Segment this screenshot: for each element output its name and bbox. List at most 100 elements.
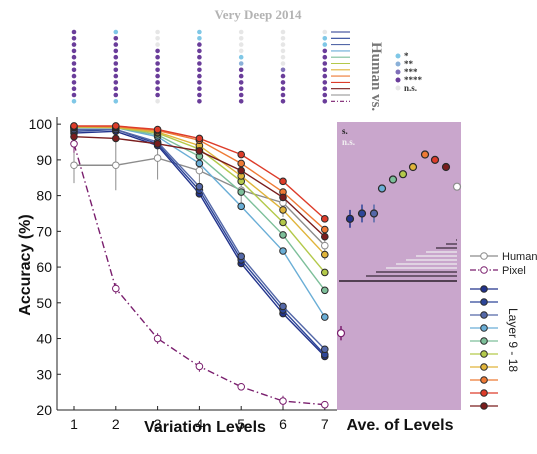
x-tick-label: 6 — [279, 416, 287, 432]
sig-dot — [113, 54, 119, 60]
y-tick-label: 40 — [36, 331, 52, 347]
legend-marker — [480, 337, 488, 345]
data-point — [195, 362, 204, 371]
legend-group-label: Layer 9 - 18 — [506, 308, 520, 372]
data-point — [279, 231, 287, 239]
x-axis-label: Variation Levels — [144, 419, 266, 436]
x-tick-label: 4 — [196, 416, 204, 432]
y-tick-label: 100 — [29, 116, 53, 132]
sig-dot — [280, 48, 286, 54]
sig-legend-dot — [395, 61, 401, 67]
sig-dot — [280, 29, 286, 35]
sig-label-ns: n.s. — [342, 137, 355, 147]
sig-dot — [155, 48, 160, 54]
data-point — [321, 215, 329, 223]
sig-dot — [280, 36, 286, 41]
sig-legend-dot — [395, 69, 401, 75]
sig-dot — [113, 99, 119, 104]
data-point — [112, 161, 120, 170]
sig-dot — [238, 42, 244, 47]
sig-dot — [322, 48, 328, 54]
legend-marker — [480, 311, 488, 319]
significance-dot-matrix — [71, 29, 350, 104]
legend: Human Pixel Layer 9 - 18 — [470, 251, 537, 410]
data-point — [321, 286, 329, 295]
sig-dot — [322, 86, 328, 91]
sig-dot — [238, 99, 244, 104]
data-point — [279, 193, 287, 202]
sig-dot — [322, 54, 328, 60]
sig-dot — [155, 54, 160, 60]
sig-dot — [197, 73, 202, 79]
sig-legend-label: * — [404, 51, 409, 61]
avg-marker — [420, 150, 430, 159]
sig-dot — [322, 61, 328, 66]
averages-panel: s.n.s. — [336, 126, 462, 341]
sig-dot — [71, 42, 77, 47]
legend-human: Human — [470, 251, 537, 263]
sig-dot — [155, 73, 160, 79]
data-point — [321, 241, 329, 250]
data-point — [279, 247, 287, 255]
sig-dot — [280, 42, 286, 47]
y-tick-label: 60 — [36, 259, 52, 275]
data-point — [279, 218, 287, 227]
series-lines — [70, 122, 329, 409]
data-point — [70, 161, 78, 170]
legend-layer-17 — [470, 389, 498, 397]
sig-dot — [280, 54, 286, 60]
sig-dot — [197, 80, 202, 85]
avg-marker — [398, 170, 408, 179]
sig-legend-label: n.s. — [404, 83, 417, 93]
data-point — [279, 397, 287, 405]
data-point — [112, 134, 120, 143]
data-point — [70, 132, 78, 141]
sig-dot — [155, 99, 160, 104]
y-tick-label: 20 — [36, 402, 52, 418]
data-point — [321, 345, 329, 354]
legend-marker — [480, 266, 488, 274]
data-point — [70, 122, 78, 130]
data-point — [112, 284, 120, 293]
legend-layer-13 — [470, 337, 498, 345]
data-point — [70, 139, 78, 148]
data-point — [237, 166, 245, 175]
sig-dot — [238, 92, 244, 98]
sig-dot — [155, 36, 160, 41]
data-point — [195, 134, 204, 143]
sig-dot — [113, 29, 119, 35]
legend-marker — [480, 324, 488, 332]
legend-marker — [480, 298, 488, 306]
sig-dot — [322, 36, 328, 41]
sig-dot — [280, 73, 286, 79]
legend-layer-10 — [470, 298, 498, 306]
sig-dot — [280, 61, 286, 66]
legend-label: Pixel — [502, 265, 526, 277]
sig-dot — [71, 99, 77, 104]
sig-dot — [322, 80, 328, 85]
data-point — [195, 159, 204, 168]
sig-legend-label: **** — [404, 75, 423, 85]
sig-dot — [71, 54, 77, 60]
data-point — [279, 302, 287, 311]
x-tick-label: 2 — [112, 416, 120, 432]
legend-marker — [480, 252, 488, 260]
avg-marker — [452, 182, 462, 191]
panel-background — [337, 122, 461, 410]
avg-marker — [441, 162, 451, 172]
data-point — [279, 177, 287, 186]
sig-dot — [197, 42, 202, 47]
x-tick-label: 5 — [237, 416, 245, 432]
sig-legend-dot — [395, 77, 401, 83]
sig-dot — [155, 29, 160, 35]
data-point — [237, 382, 245, 391]
legend-marker — [480, 363, 488, 371]
sig-dot — [238, 36, 244, 41]
data-point — [153, 139, 162, 148]
data-point — [112, 122, 120, 130]
sig-dot — [238, 67, 244, 73]
legend-marker — [480, 402, 488, 410]
sig-dot — [113, 80, 119, 85]
sig-dot — [197, 48, 202, 54]
